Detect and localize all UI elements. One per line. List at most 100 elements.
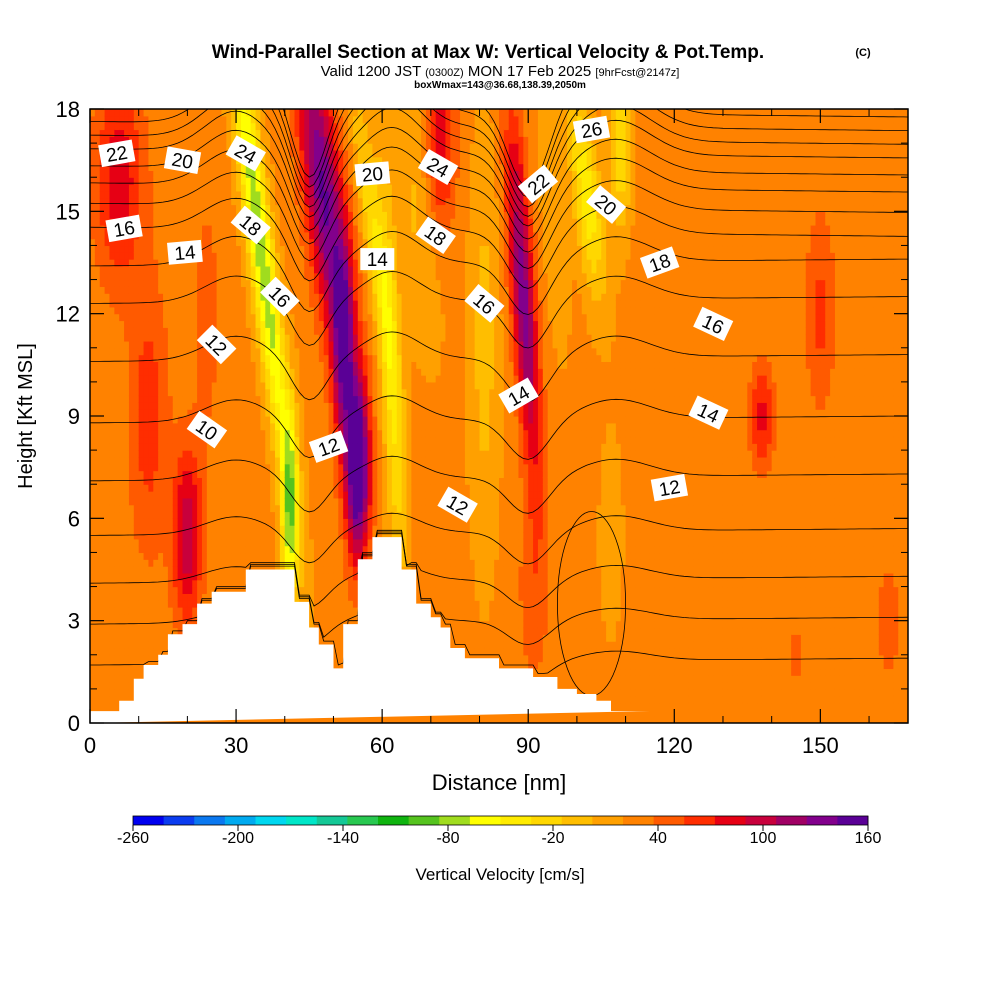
w-cell (260, 211, 265, 218)
w-cell (105, 518, 110, 525)
w-cell (90, 334, 95, 341)
w-cell (280, 368, 285, 375)
w-cell (231, 464, 236, 471)
w-cell (231, 573, 236, 580)
w-cell (105, 593, 110, 600)
w-cell (168, 286, 173, 293)
w-cell (90, 484, 95, 491)
w-cell (124, 587, 129, 594)
w-cell (163, 293, 168, 300)
w-cell (124, 450, 129, 457)
w-cell (95, 539, 100, 546)
w-cell (109, 273, 114, 280)
w-cell (183, 457, 188, 464)
w-cell (148, 518, 153, 525)
w-cell (148, 307, 153, 314)
w-cell (124, 682, 129, 689)
w-cell (144, 232, 149, 239)
w-cell (114, 266, 119, 273)
w-cell (168, 300, 173, 307)
w-cell (192, 552, 197, 559)
w-cell (212, 389, 217, 396)
w-cell (168, 607, 173, 614)
w-cell (168, 539, 173, 546)
w-cell (256, 368, 261, 375)
w-cell (90, 116, 95, 123)
w-cell (90, 682, 95, 689)
w-cell (148, 368, 153, 375)
w-cell (90, 218, 95, 225)
w-cell (226, 252, 231, 259)
w-cell (241, 416, 246, 423)
w-cell (202, 546, 207, 553)
w-cell (221, 464, 226, 471)
w-cell (95, 491, 100, 498)
w-cell (173, 614, 178, 621)
w-cell (212, 368, 217, 375)
w-cell (95, 273, 100, 280)
w-cell (119, 587, 124, 594)
w-cell (109, 484, 114, 491)
w-cell (265, 177, 270, 184)
w-cell (114, 600, 119, 607)
w-cell (226, 559, 231, 566)
w-cell (241, 464, 246, 471)
w-cell (236, 109, 241, 116)
w-cell (280, 436, 285, 443)
w-cell (236, 177, 241, 184)
w-cell (134, 430, 139, 437)
w-cell (129, 109, 134, 116)
w-cell (246, 123, 251, 130)
w-cell (183, 300, 188, 307)
w-cell (139, 205, 144, 212)
w-cell (202, 396, 207, 403)
w-cell (197, 211, 202, 218)
w-cell (158, 436, 163, 443)
w-cell (192, 382, 197, 389)
w-cell (256, 307, 261, 314)
w-cell (168, 518, 173, 525)
w-cell (114, 184, 119, 191)
w-cell (275, 348, 280, 355)
w-cell (275, 464, 280, 471)
w-cell (100, 116, 105, 123)
w-cell (226, 471, 231, 478)
w-cell (265, 416, 270, 423)
w-cell (95, 293, 100, 300)
w-cell (129, 430, 134, 437)
w-cell (148, 286, 153, 293)
w-cell (236, 457, 241, 464)
w-cell (90, 157, 95, 164)
w-cell (134, 205, 139, 212)
w-cell (231, 355, 236, 362)
w-cell (114, 368, 119, 375)
w-cell (212, 211, 217, 218)
w-cell (153, 518, 158, 525)
w-cell (270, 320, 275, 327)
w-cell (148, 129, 153, 136)
w-cell (148, 375, 153, 382)
w-cell (183, 266, 188, 273)
w-cell (124, 402, 129, 409)
w-cell (114, 621, 119, 628)
w-cell (275, 136, 280, 143)
w-cell (192, 587, 197, 594)
w-cell (168, 232, 173, 239)
w-cell (280, 396, 285, 403)
w-cell (129, 280, 134, 287)
w-cell (241, 307, 246, 314)
w-cell (134, 648, 139, 655)
w-cell (192, 334, 197, 341)
w-cell (251, 512, 256, 519)
w-cell (105, 259, 110, 266)
w-cell (163, 348, 168, 355)
w-cell (251, 205, 256, 212)
w-cell (95, 518, 100, 525)
w-cell (163, 573, 168, 580)
w-cell (183, 430, 188, 437)
w-cell (119, 273, 124, 280)
w-cell (95, 361, 100, 368)
w-cell (95, 280, 100, 287)
w-cell (158, 593, 163, 600)
w-cell (207, 464, 212, 471)
